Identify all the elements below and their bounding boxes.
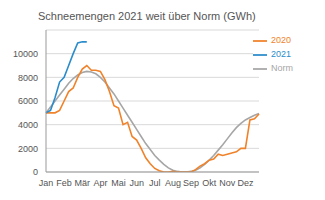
svg-text:8000: 8000 xyxy=(18,73,38,83)
html-text:Schneemengen 2021 weit über No: Schneemengen 2021 weit über Norm (GWh) xyxy=(38,10,256,22)
html-text:Norm: Norm xyxy=(271,63,293,74)
html-text:2021: 2021 xyxy=(271,49,291,60)
svg-text:Feb: Feb xyxy=(56,178,72,188)
svg-text:Mär: Mär xyxy=(75,178,91,188)
svg-text:Okt: Okt xyxy=(202,178,217,188)
svg-text:4000: 4000 xyxy=(18,120,38,130)
svg-text:Aug: Aug xyxy=(165,178,181,188)
svg-text:Apr: Apr xyxy=(93,178,107,188)
svg-text:0: 0 xyxy=(33,167,38,177)
svg-text:10000: 10000 xyxy=(13,49,38,59)
html-text:2020: 2020 xyxy=(271,35,291,46)
svg-text:Mai: Mai xyxy=(111,178,126,188)
svg-text:6000: 6000 xyxy=(18,96,38,106)
svg-text:Dez: Dez xyxy=(237,178,254,188)
svg-text:Sep: Sep xyxy=(183,178,199,188)
svg-text:Nov: Nov xyxy=(219,178,236,188)
svg-text:2000: 2000 xyxy=(18,144,38,154)
svg-text:Jun: Jun xyxy=(129,178,144,188)
svg-text:Jul: Jul xyxy=(149,178,161,188)
svg-text:Jan: Jan xyxy=(39,178,54,188)
